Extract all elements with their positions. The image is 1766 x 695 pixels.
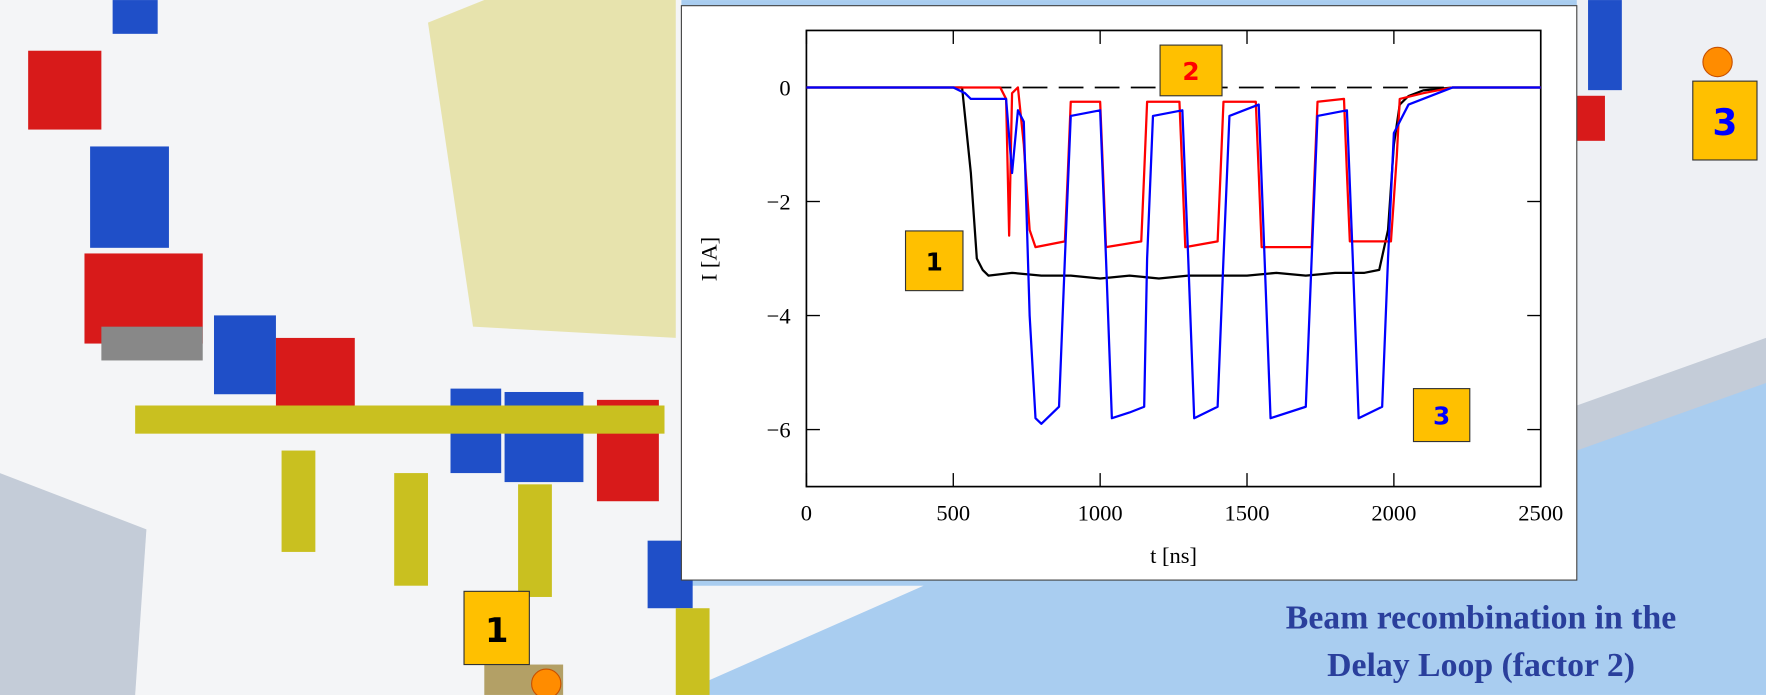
- caption-line: Beam recombination in the: [1286, 600, 1676, 637]
- annotation: 1: [926, 247, 943, 276]
- beam-marker: [1703, 47, 1732, 76]
- slide: t [ns] I [A] 0 500 1000 1500 2000 2500 0 −2 −4 −6…: [0, 0, 1766, 695]
- y-tick-label: −6: [767, 417, 791, 442]
- x-tick-label: 2500: [1518, 500, 1563, 525]
- annotation: 3: [1433, 402, 1450, 431]
- x-tick-label: 2000: [1371, 500, 1416, 525]
- beam-marker: [532, 669, 561, 695]
- page: {"chart_data": {"type": "line", "xlabel"…: [0, 0, 1766, 695]
- x-tick-label: 500: [936, 500, 970, 525]
- x-tick-label: 1500: [1224, 500, 1269, 525]
- x-axis-label: t [ns]: [1150, 543, 1197, 568]
- x-tick-label: 1000: [1078, 500, 1123, 525]
- y-tick-label: −4: [767, 303, 791, 328]
- caption-line: Delay Loop (factor 2): [1327, 647, 1635, 684]
- marker-label: 3: [1712, 103, 1737, 144]
- x-tick-label: 0: [801, 500, 812, 525]
- y-axis-label: I [A]: [696, 237, 721, 281]
- annotation: 2: [1182, 57, 1199, 86]
- y-tick-label: 0: [779, 75, 790, 100]
- marker-label: 1: [485, 611, 509, 650]
- y-tick-label: −2: [767, 189, 791, 214]
